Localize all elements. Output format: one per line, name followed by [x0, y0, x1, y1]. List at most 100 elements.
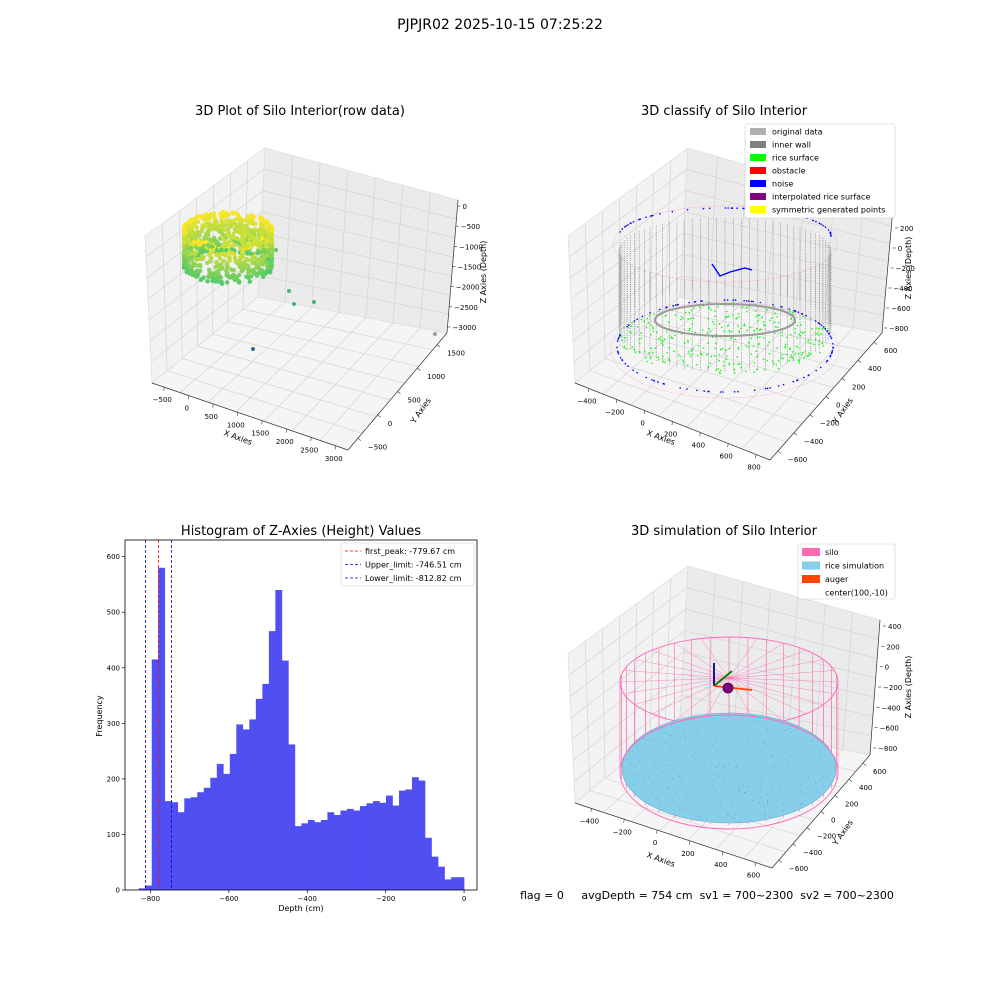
plot2-rice-surface-point [662, 355, 664, 358]
plot4-grid [572, 673, 873, 761]
plot2-rice-surface-point [818, 340, 820, 342]
plot4-rice-grid-point [645, 790, 647, 791]
plot1-point [261, 274, 266, 279]
plot2-rice-surface-point [802, 332, 804, 334]
plot2-noise-point [727, 207, 729, 209]
plot2-noise-point [641, 315, 644, 318]
plot2-y-tick [857, 359, 862, 363]
plot2-rice-surface-point [788, 348, 791, 351]
plot2-rice-surface-point [727, 315, 730, 318]
histogram-bar [366, 803, 374, 890]
plot4-rice-grid-point [786, 761, 788, 763]
plot1-point [207, 270, 212, 275]
plot4-grid [815, 604, 826, 745]
plot2-noise-point [830, 337, 833, 340]
plot1-point [253, 235, 258, 240]
plot2-grid [573, 275, 884, 363]
plot2-noise-point [759, 301, 762, 304]
plot2-legend-label: original data [772, 128, 823, 137]
plot1-point [233, 222, 238, 227]
plot1-y-tick-label: 0 [388, 420, 392, 428]
plot4-rice-grid-point [742, 726, 744, 728]
histogram-bar [438, 866, 445, 890]
plot4-y-tick-label: 600 [873, 768, 886, 776]
histogram-x-tick-label: −800 [141, 895, 160, 903]
histogram-bar [281, 660, 289, 890]
plot2-rice-surface-point [645, 357, 647, 359]
plot4-rice-grid-point [776, 806, 778, 808]
plot1-point [203, 216, 209, 221]
plot2-rice-surface-point [736, 356, 738, 358]
plot4-rice-grid-point [768, 815, 770, 817]
plot4-title: 3D simulation of Silo Interior [631, 524, 817, 539]
histogram-y-axis-label: Frequency [95, 695, 104, 737]
plot4-rice-grid-point [635, 766, 637, 768]
plot2-x-tick [699, 432, 701, 437]
plot2-noise-point [829, 335, 832, 338]
plot2-noise-point [829, 355, 831, 358]
plot1-point [188, 234, 193, 239]
plot1-point [261, 224, 266, 229]
plot4-rice-grid-point [747, 786, 748, 788]
plot4-rice-grid-point [722, 765, 724, 767]
plot2-noise-point [653, 380, 656, 382]
plot2-rice-surface-point [738, 316, 740, 318]
plot2-rice-surface-point [664, 361, 666, 364]
plot2-rice-surface-point [659, 339, 662, 341]
plot4-rice-grid-point [819, 748, 821, 750]
plot4-rice-grid-point [765, 812, 766, 814]
histogram-y-tick-label: 200 [107, 775, 120, 783]
plot2-rice-surface-point [737, 348, 740, 351]
plot4-rice-grid-point [716, 791, 717, 792]
plot4-rice-grid-point [679, 809, 681, 811]
plot2-noise-point [651, 379, 653, 381]
plot1-point [241, 226, 246, 231]
plot4-rice-grid-point [667, 765, 669, 766]
plot2-rice-surface-point [624, 337, 627, 339]
histogram-bar [275, 590, 283, 890]
plot2-rice-surface-point [759, 329, 761, 331]
plot4-rice-grid-point [815, 782, 817, 784]
histogram-bar [177, 812, 185, 890]
plot4-rice-grid-point [763, 816, 765, 818]
plot1-z-tick-label: −3000 [453, 324, 477, 332]
histogram-bar [385, 795, 393, 890]
plot1-point [211, 212, 216, 217]
plot2-rice-surface-point [713, 355, 716, 357]
plot4-rice-grid-point [739, 790, 740, 791]
plot2-rice-surface-point [692, 353, 694, 355]
plot4-rice-grid-point [643, 762, 644, 764]
plot2-legend-swatch [750, 180, 766, 187]
plot1-x-tick-label: 0 [185, 405, 189, 413]
plot4-rice-grid-point [773, 767, 775, 768]
plot2-noise-point [616, 346, 618, 349]
plot1-point [192, 270, 197, 276]
plot4-z-tick-label: −200 [883, 684, 902, 692]
plot4-rice-grid-point [705, 791, 706, 793]
histogram-bar [405, 789, 413, 890]
plot4-rice-grid-point [679, 806, 680, 808]
plot4-rice-grid-point [666, 741, 668, 742]
plot1-point [185, 225, 190, 230]
plot1-grid [392, 185, 404, 323]
plot2-grid [714, 322, 825, 439]
plot4-rice-grid-point [813, 795, 814, 797]
plot2-z-tick-label: −200 [896, 265, 915, 273]
plot4-rice-grid-point [740, 799, 742, 801]
plot1-point [268, 264, 273, 269]
histogram-bar [216, 763, 224, 890]
plot2-rice-surface-point [718, 359, 720, 362]
plot4-rice-simulation-surface [621, 712, 837, 824]
plot1-point [223, 238, 228, 243]
plot4-rice-grid-point [642, 758, 644, 760]
plot4-rice-grid-point [795, 772, 797, 773]
plot2-rice-surface-point [664, 315, 667, 317]
plot2-rice-surface-point [685, 311, 687, 314]
plot2-rice-surface-point [640, 332, 642, 334]
plot1-point [217, 256, 223, 261]
plot2-rice-surface-point [766, 359, 769, 362]
plot4-legend-box [797, 543, 896, 600]
plot4-x-tick-label: 400 [714, 861, 727, 869]
plot2-noise-point [618, 336, 620, 339]
plot2-rice-surface-point [821, 328, 824, 330]
